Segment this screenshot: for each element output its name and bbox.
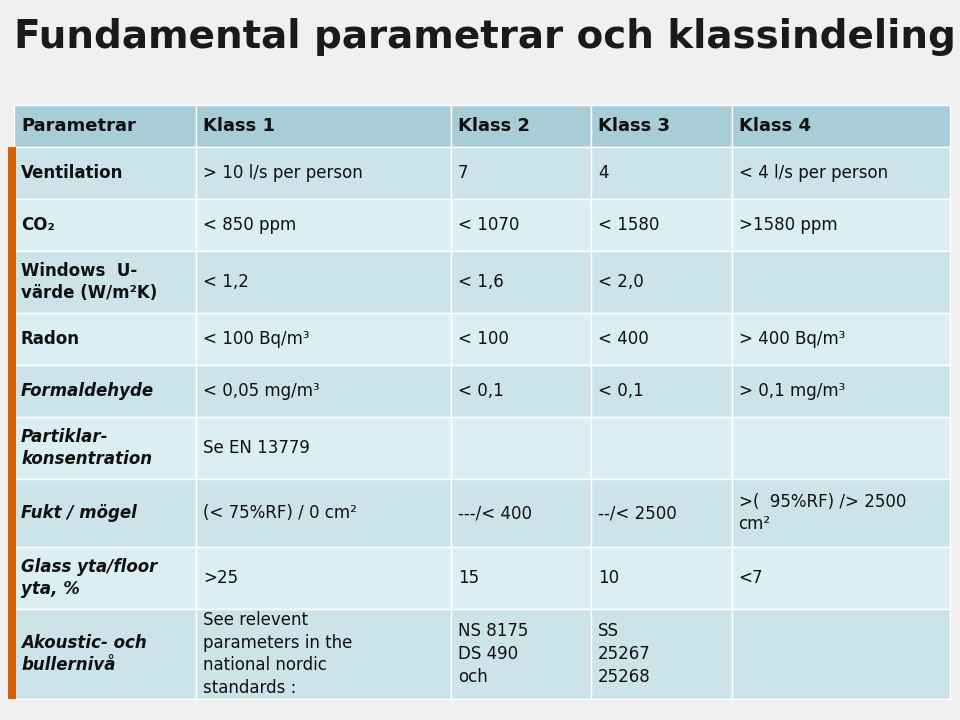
FancyBboxPatch shape <box>14 609 196 699</box>
FancyBboxPatch shape <box>14 365 196 417</box>
Text: Formaldehyde: Formaldehyde <box>21 382 155 400</box>
FancyBboxPatch shape <box>732 479 950 547</box>
Text: < 2,0: < 2,0 <box>598 273 644 291</box>
Text: < 1580: < 1580 <box>598 216 660 234</box>
FancyBboxPatch shape <box>591 547 732 609</box>
FancyBboxPatch shape <box>196 417 451 479</box>
FancyBboxPatch shape <box>14 105 196 147</box>
FancyBboxPatch shape <box>451 547 591 609</box>
Text: > 0,1 mg/m³: > 0,1 mg/m³ <box>738 382 845 400</box>
FancyBboxPatch shape <box>732 147 950 199</box>
FancyBboxPatch shape <box>591 313 732 365</box>
Text: Glass yta/floor
yta, %: Glass yta/floor yta, % <box>21 557 157 598</box>
Text: Se EN 13779: Se EN 13779 <box>203 439 310 457</box>
Text: < 0,05 mg/m³: < 0,05 mg/m³ <box>203 382 320 400</box>
Text: < 1,6: < 1,6 <box>458 273 504 291</box>
FancyBboxPatch shape <box>451 365 591 417</box>
Text: Klass 1: Klass 1 <box>203 117 275 135</box>
FancyBboxPatch shape <box>591 365 732 417</box>
Text: < 1,2: < 1,2 <box>203 273 249 291</box>
FancyBboxPatch shape <box>14 251 196 313</box>
FancyBboxPatch shape <box>196 251 451 313</box>
FancyBboxPatch shape <box>196 609 451 699</box>
Text: Ventilation: Ventilation <box>21 164 124 182</box>
FancyBboxPatch shape <box>196 147 451 199</box>
FancyBboxPatch shape <box>732 313 950 365</box>
FancyBboxPatch shape <box>732 547 950 609</box>
FancyBboxPatch shape <box>8 147 16 699</box>
Text: Fundamental parametrar och klassindeling: Fundamental parametrar och klassindeling <box>14 18 956 56</box>
FancyBboxPatch shape <box>591 105 732 147</box>
Text: --/< 2500: --/< 2500 <box>598 504 677 522</box>
FancyBboxPatch shape <box>196 547 451 609</box>
FancyBboxPatch shape <box>732 199 950 251</box>
FancyBboxPatch shape <box>591 147 732 199</box>
Text: ---/< 400: ---/< 400 <box>458 504 532 522</box>
Text: > 400 Bq/m³: > 400 Bq/m³ <box>738 330 845 348</box>
Text: (< 75%RF) / 0 cm²: (< 75%RF) / 0 cm² <box>203 504 357 522</box>
Text: < 850 ppm: < 850 ppm <box>203 216 297 234</box>
Text: Windows  U-
värde (W/m²K): Windows U- värde (W/m²K) <box>21 261 157 302</box>
Text: 15: 15 <box>458 569 479 587</box>
FancyBboxPatch shape <box>591 199 732 251</box>
Text: NS 8175
DS 490
och: NS 8175 DS 490 och <box>458 622 528 686</box>
Text: Radon: Radon <box>21 330 80 348</box>
FancyBboxPatch shape <box>196 105 451 147</box>
Text: >(  95%RF) /> 2500
cm²: >( 95%RF) /> 2500 cm² <box>738 492 906 534</box>
Text: < 400: < 400 <box>598 330 649 348</box>
Text: > 10 l/s per person: > 10 l/s per person <box>203 164 363 182</box>
FancyBboxPatch shape <box>196 479 451 547</box>
FancyBboxPatch shape <box>451 147 591 199</box>
FancyBboxPatch shape <box>196 365 451 417</box>
FancyBboxPatch shape <box>196 199 451 251</box>
FancyBboxPatch shape <box>451 251 591 313</box>
Text: Klass 2: Klass 2 <box>458 117 530 135</box>
FancyBboxPatch shape <box>591 251 732 313</box>
Text: CO₂: CO₂ <box>21 216 55 234</box>
FancyBboxPatch shape <box>732 251 950 313</box>
FancyBboxPatch shape <box>732 417 950 479</box>
FancyBboxPatch shape <box>451 417 591 479</box>
FancyBboxPatch shape <box>14 547 196 609</box>
Text: See relevent
parameters in the
national nordic
standards :: See relevent parameters in the national … <box>203 611 352 698</box>
FancyBboxPatch shape <box>591 417 732 479</box>
FancyBboxPatch shape <box>451 105 591 147</box>
Text: Fukt / mögel: Fukt / mögel <box>21 504 137 522</box>
Text: 4: 4 <box>598 164 609 182</box>
FancyBboxPatch shape <box>732 105 950 147</box>
Text: Partiklar-
konsentration: Partiklar- konsentration <box>21 428 152 469</box>
FancyBboxPatch shape <box>451 609 591 699</box>
Text: Klass 4: Klass 4 <box>738 117 810 135</box>
Text: <7: <7 <box>738 569 763 587</box>
Text: < 0,1: < 0,1 <box>458 382 504 400</box>
Text: 10: 10 <box>598 569 619 587</box>
FancyBboxPatch shape <box>732 365 950 417</box>
Text: Klass 3: Klass 3 <box>598 117 670 135</box>
Text: Parametrar: Parametrar <box>21 117 136 135</box>
FancyBboxPatch shape <box>451 313 591 365</box>
FancyBboxPatch shape <box>732 609 950 699</box>
FancyBboxPatch shape <box>14 199 196 251</box>
FancyBboxPatch shape <box>591 609 732 699</box>
FancyBboxPatch shape <box>14 147 196 199</box>
FancyBboxPatch shape <box>14 313 196 365</box>
FancyBboxPatch shape <box>591 479 732 547</box>
FancyBboxPatch shape <box>451 479 591 547</box>
Text: < 100: < 100 <box>458 330 509 348</box>
Text: >25: >25 <box>203 569 238 587</box>
Text: Akoustic- och
bullernivå: Akoustic- och bullernivå <box>21 634 147 675</box>
FancyBboxPatch shape <box>14 479 196 547</box>
Text: >1580 ppm: >1580 ppm <box>738 216 837 234</box>
Text: < 100 Bq/m³: < 100 Bq/m³ <box>203 330 309 348</box>
Text: < 1070: < 1070 <box>458 216 519 234</box>
FancyBboxPatch shape <box>196 313 451 365</box>
FancyBboxPatch shape <box>14 417 196 479</box>
FancyBboxPatch shape <box>451 199 591 251</box>
Text: < 4 l/s per person: < 4 l/s per person <box>738 164 888 182</box>
Text: SS
25267
25268: SS 25267 25268 <box>598 622 651 686</box>
Text: 7: 7 <box>458 164 468 182</box>
Text: < 0,1: < 0,1 <box>598 382 644 400</box>
